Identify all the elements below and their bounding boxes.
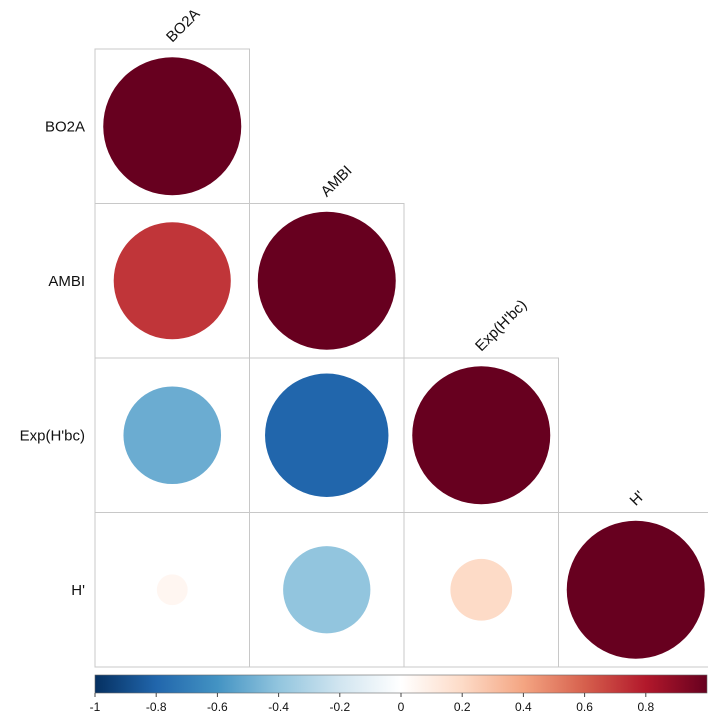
colorbar-tick-label: -0.2 xyxy=(329,700,350,714)
corr-circle-exp-h-bc-exp-h-bc xyxy=(412,366,551,505)
colorbar-tick-label: -0.6 xyxy=(207,700,228,714)
colorbar-tick-label: 0 xyxy=(398,700,405,714)
colorbar-tick-label: -1 xyxy=(90,700,101,714)
corr-circle-h-exp-h-bc xyxy=(450,558,513,621)
col-label-h: H' xyxy=(627,488,649,510)
corr-circle-h-ambi xyxy=(283,546,371,634)
corr-circle-h-bo2a xyxy=(156,574,188,606)
colorbar: -1 -0.8 -0.6 -0.4 -0.2 0 0.2 0.4 0.6 0.8 xyxy=(90,674,708,714)
col-label-ambi: AMBI xyxy=(318,162,356,200)
corr-circle-exp-h-bc-bo2a xyxy=(123,386,222,485)
circle-layer xyxy=(103,57,705,659)
corr-circle-h-h xyxy=(566,520,705,659)
corr-circle-ambi-bo2a xyxy=(113,222,231,340)
corr-circle-bo2a-bo2a xyxy=(103,57,242,196)
grid-cell xyxy=(558,512,708,668)
row-label-bo2a: BO2A xyxy=(45,118,85,135)
row-label-ambi: AMBI xyxy=(48,273,85,290)
colorbar-tick-label: 0.4 xyxy=(515,700,532,714)
col-label-exp-h-bc: Exp(H'bc) xyxy=(472,297,530,355)
grid-layer xyxy=(94,48,708,668)
row-label-h: H' xyxy=(71,582,85,599)
colorbar-gradient xyxy=(94,674,708,694)
colorbar-tick-label: -0.8 xyxy=(146,700,167,714)
col-label-bo2a: BO2A xyxy=(163,6,203,46)
colorbar-tick-label: 0.6 xyxy=(576,700,593,714)
row-label-exp-h-bc: Exp(H'bc) xyxy=(20,427,85,444)
corr-circle-exp-h-bc-ambi xyxy=(265,373,389,497)
colorbar-tick-label: -0.4 xyxy=(268,700,289,714)
colorbar-tick-label: 0.8 xyxy=(637,700,654,714)
corr-circle-ambi-ambi xyxy=(257,211,396,350)
colorbar-tick-label: 0.2 xyxy=(454,700,471,714)
